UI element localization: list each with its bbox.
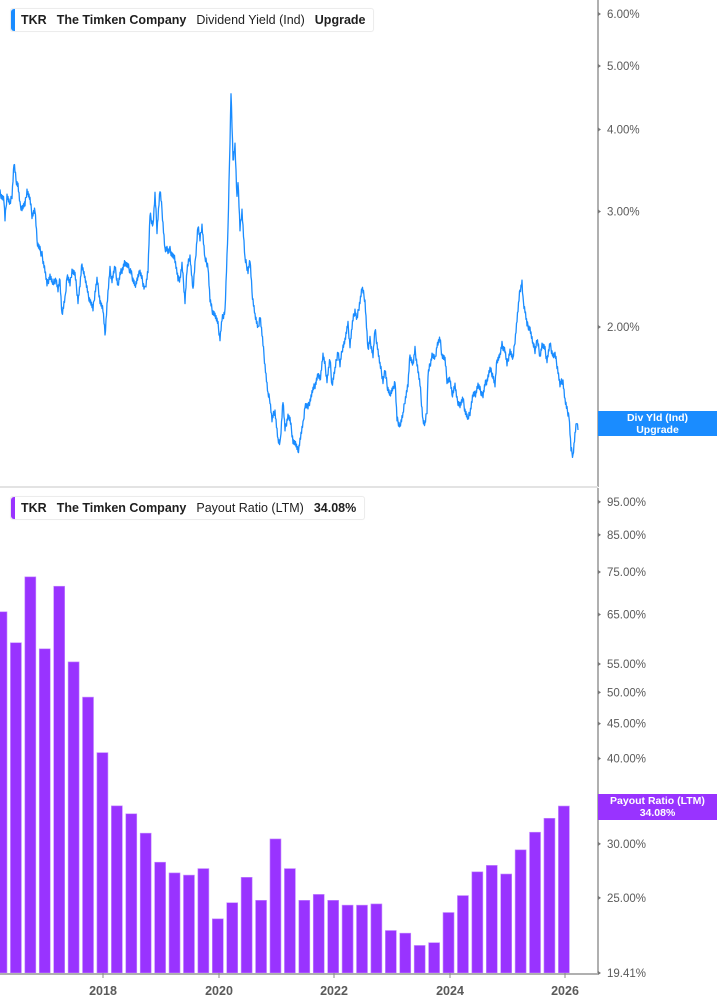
- payout-bar[interactable]: Q1 2023: 22.2%: [399, 932, 412, 974]
- payout-bar[interactable]: Q1 2022: 24.4%: [341, 904, 354, 974]
- payout-bar[interactable]: Q1 2017: 71.5%: [53, 585, 65, 974]
- legend-company: The Timken Company: [56, 13, 187, 27]
- x-tick-label: 2022: [320, 984, 348, 998]
- payout-bar[interactable]: Q4 2021: 24.8%: [327, 900, 339, 974]
- panel-divider[interactable]: [0, 486, 598, 488]
- y-tick-label: 4.00%: [607, 125, 640, 137]
- payout-bar[interactable]: Q4 2020: 30.5%: [269, 838, 282, 974]
- y-tick-label: 45.00%: [607, 719, 646, 731]
- y-tick-label: 85.00%: [607, 530, 646, 542]
- x-axis-ticks: 2018 2020 2022 2024 2026: [89, 973, 579, 998]
- payout-bar[interactable]: Q1 2025: 29.4%: [514, 849, 527, 974]
- payout-ratio-chart[interactable]: Q1 2016: 65.6%Q2 2016: 59.1%Q3 2016: 73.…: [0, 488, 717, 1005]
- y-tick-label: 2.00%: [607, 322, 640, 334]
- legend-metric: Dividend Yield (Ind): [196, 13, 305, 27]
- dividend-yield-panel: 6.00% 5.00% 4.00% 3.00% 2.00% TKR The Timken…: [0, 0, 717, 487]
- payout-bar[interactable]: Q4 2024: 27.1%: [500, 873, 513, 974]
- payout-ratio-panel: Q1 2016: 65.6%Q2 2016: 59.1%Q3 2016: 73.…: [0, 488, 717, 1005]
- y-tick-label: 25.00%: [607, 893, 646, 905]
- payout-bar[interactable]: Q2 2016: 59.1%: [10, 642, 22, 974]
- payout-bar[interactable]: Q2 2024: 27.3%: [471, 871, 484, 974]
- payout-bar[interactable]: Q1 2020: 24.6%: [226, 902, 239, 974]
- payout-bar[interactable]: Q1 2024: 25.2%: [457, 895, 469, 974]
- dividend-yield-value-tag: Div Yld (Ind) Upgrade: [598, 411, 717, 436]
- dividend-yield-legend[interactable]: TKR The Timken Company Dividend Yield (I…: [10, 8, 375, 32]
- payout-bar[interactable]: Q3 2018: 31.1%: [139, 832, 152, 974]
- payout-bar[interactable]: Q2 2018: 33.2%: [125, 813, 138, 974]
- legend-metric: Payout Ratio (LTM): [196, 501, 304, 515]
- payout-bar[interactable]: Q4 2023: 23.8%: [442, 912, 455, 974]
- y-tick-label: 65.00%: [607, 610, 646, 622]
- tag-value: Upgrade: [636, 424, 679, 436]
- legend-company: The Timken Company: [56, 501, 187, 515]
- y-tick-label: 95.00%: [607, 497, 646, 509]
- y-tick-label: 55.00%: [607, 659, 646, 671]
- y-tick-label: 3.00%: [607, 206, 640, 218]
- y-axis-ticks: 95.00% 85.00% 75.00% 65.00% 55.00% 50.00% 45.0…: [598, 497, 646, 980]
- payout-bar[interactable]: Q3 2020: 24.8%: [255, 900, 267, 974]
- payout-bar[interactable]: Q2 2022: 24.4%: [356, 904, 368, 974]
- x-tick-label: 2018: [89, 984, 117, 998]
- payout-bar[interactable]: Q3 2024: 27.9%: [485, 865, 498, 974]
- payout-bar[interactable]: Q3 2017: 49.2%: [82, 696, 94, 974]
- x-tick-label: 2026: [551, 984, 579, 998]
- payout-bar[interactable]: Q4 2019: 23.3%: [212, 918, 224, 974]
- payout-bar[interactable]: Q3 2016: 73.8%: [24, 576, 37, 974]
- x-tick-label: 2020: [205, 984, 233, 998]
- y-tick-label: 75.00%: [607, 567, 646, 579]
- payout-bar[interactable]: Q1 2021: 27.6%: [284, 868, 296, 974]
- tag-label: Div Yld (Ind): [626, 412, 689, 424]
- payout-bar[interactable]: Q2 2023: 21.3%: [413, 945, 426, 974]
- y-tick-label: 6.00%: [607, 9, 640, 21]
- payout-bar[interactable]: Q2 2025: 31.2%: [529, 831, 541, 974]
- tag-value: 34.08%: [639, 807, 676, 819]
- payout-bar[interactable]: Q4 2018: 28.2%: [154, 861, 166, 974]
- payout-bar[interactable]: Q3 2023: 21.5%: [428, 942, 440, 974]
- legend-ticker: TKR: [21, 13, 47, 27]
- payout-bar[interactable]: Q3 2019: 27.6%: [197, 868, 210, 974]
- payout-bar[interactable]: Q2 2020: 26.8%: [240, 877, 253, 974]
- legend-value: 34.08%: [313, 501, 357, 515]
- payout-bar[interactable]: Q3 2025: 32.7%: [543, 817, 556, 974]
- payout-bar[interactable]: Q4 2025: 34.08%: [558, 805, 570, 974]
- series-color-swatch: [11, 9, 15, 31]
- y-tick-label: 5.00%: [607, 61, 640, 73]
- series-color-swatch: [11, 497, 15, 519]
- payout-bar[interactable]: Q3 2022: 24.5%: [370, 903, 383, 974]
- payout-bar[interactable]: Q4 2017: 40.8%: [96, 752, 109, 974]
- legend-upgrade-link[interactable]: Upgrade: [314, 13, 366, 27]
- payout-ratio-legend[interactable]: TKR The Timken Company Payout Ratio (LTM…: [10, 496, 366, 520]
- dividend-yield-line: [0, 93, 579, 459]
- y-tick-label: 40.00%: [607, 754, 646, 766]
- y-tick-label: 50.00%: [607, 687, 646, 699]
- payout-bar[interactable]: Q2 2019: 27%: [183, 874, 195, 974]
- y-tick-label: 19.41%: [607, 968, 646, 980]
- legend-ticker: TKR: [21, 501, 47, 515]
- payout-ratio-bars: Q1 2016: 65.6%Q2 2016: 59.1%Q3 2016: 73.…: [0, 576, 570, 974]
- payout-bar[interactable]: Q3 2021: 25.3%: [312, 894, 325, 974]
- payout-bar[interactable]: Q2 2021: 24.8%: [298, 900, 311, 974]
- payout-bar[interactable]: Q4 2022: 22.4%: [385, 930, 397, 974]
- payout-ratio-value-tag: Payout Ratio (LTM) 34.08%: [598, 794, 717, 820]
- payout-bar[interactable]: Q4 2016: 57.9%: [38, 648, 51, 974]
- payout-bar[interactable]: Q1 2018: 34.1%: [111, 805, 123, 974]
- payout-bar[interactable]: Q2 2017: 55.4%: [67, 661, 80, 974]
- payout-bar[interactable]: Q1 2016: 65.6%: [0, 611, 8, 974]
- dividend-yield-chart[interactable]: 6.00% 5.00% 4.00% 3.00% 2.00%: [0, 0, 717, 487]
- y-tick-label: 30.00%: [607, 839, 646, 851]
- x-tick-label: 2024: [436, 984, 464, 998]
- tag-label: Payout Ratio (LTM): [610, 795, 705, 807]
- y-axis-ticks: 6.00% 5.00% 4.00% 3.00% 2.00%: [598, 9, 640, 334]
- payout-bar[interactable]: Q1 2019: 27.2%: [168, 872, 181, 974]
